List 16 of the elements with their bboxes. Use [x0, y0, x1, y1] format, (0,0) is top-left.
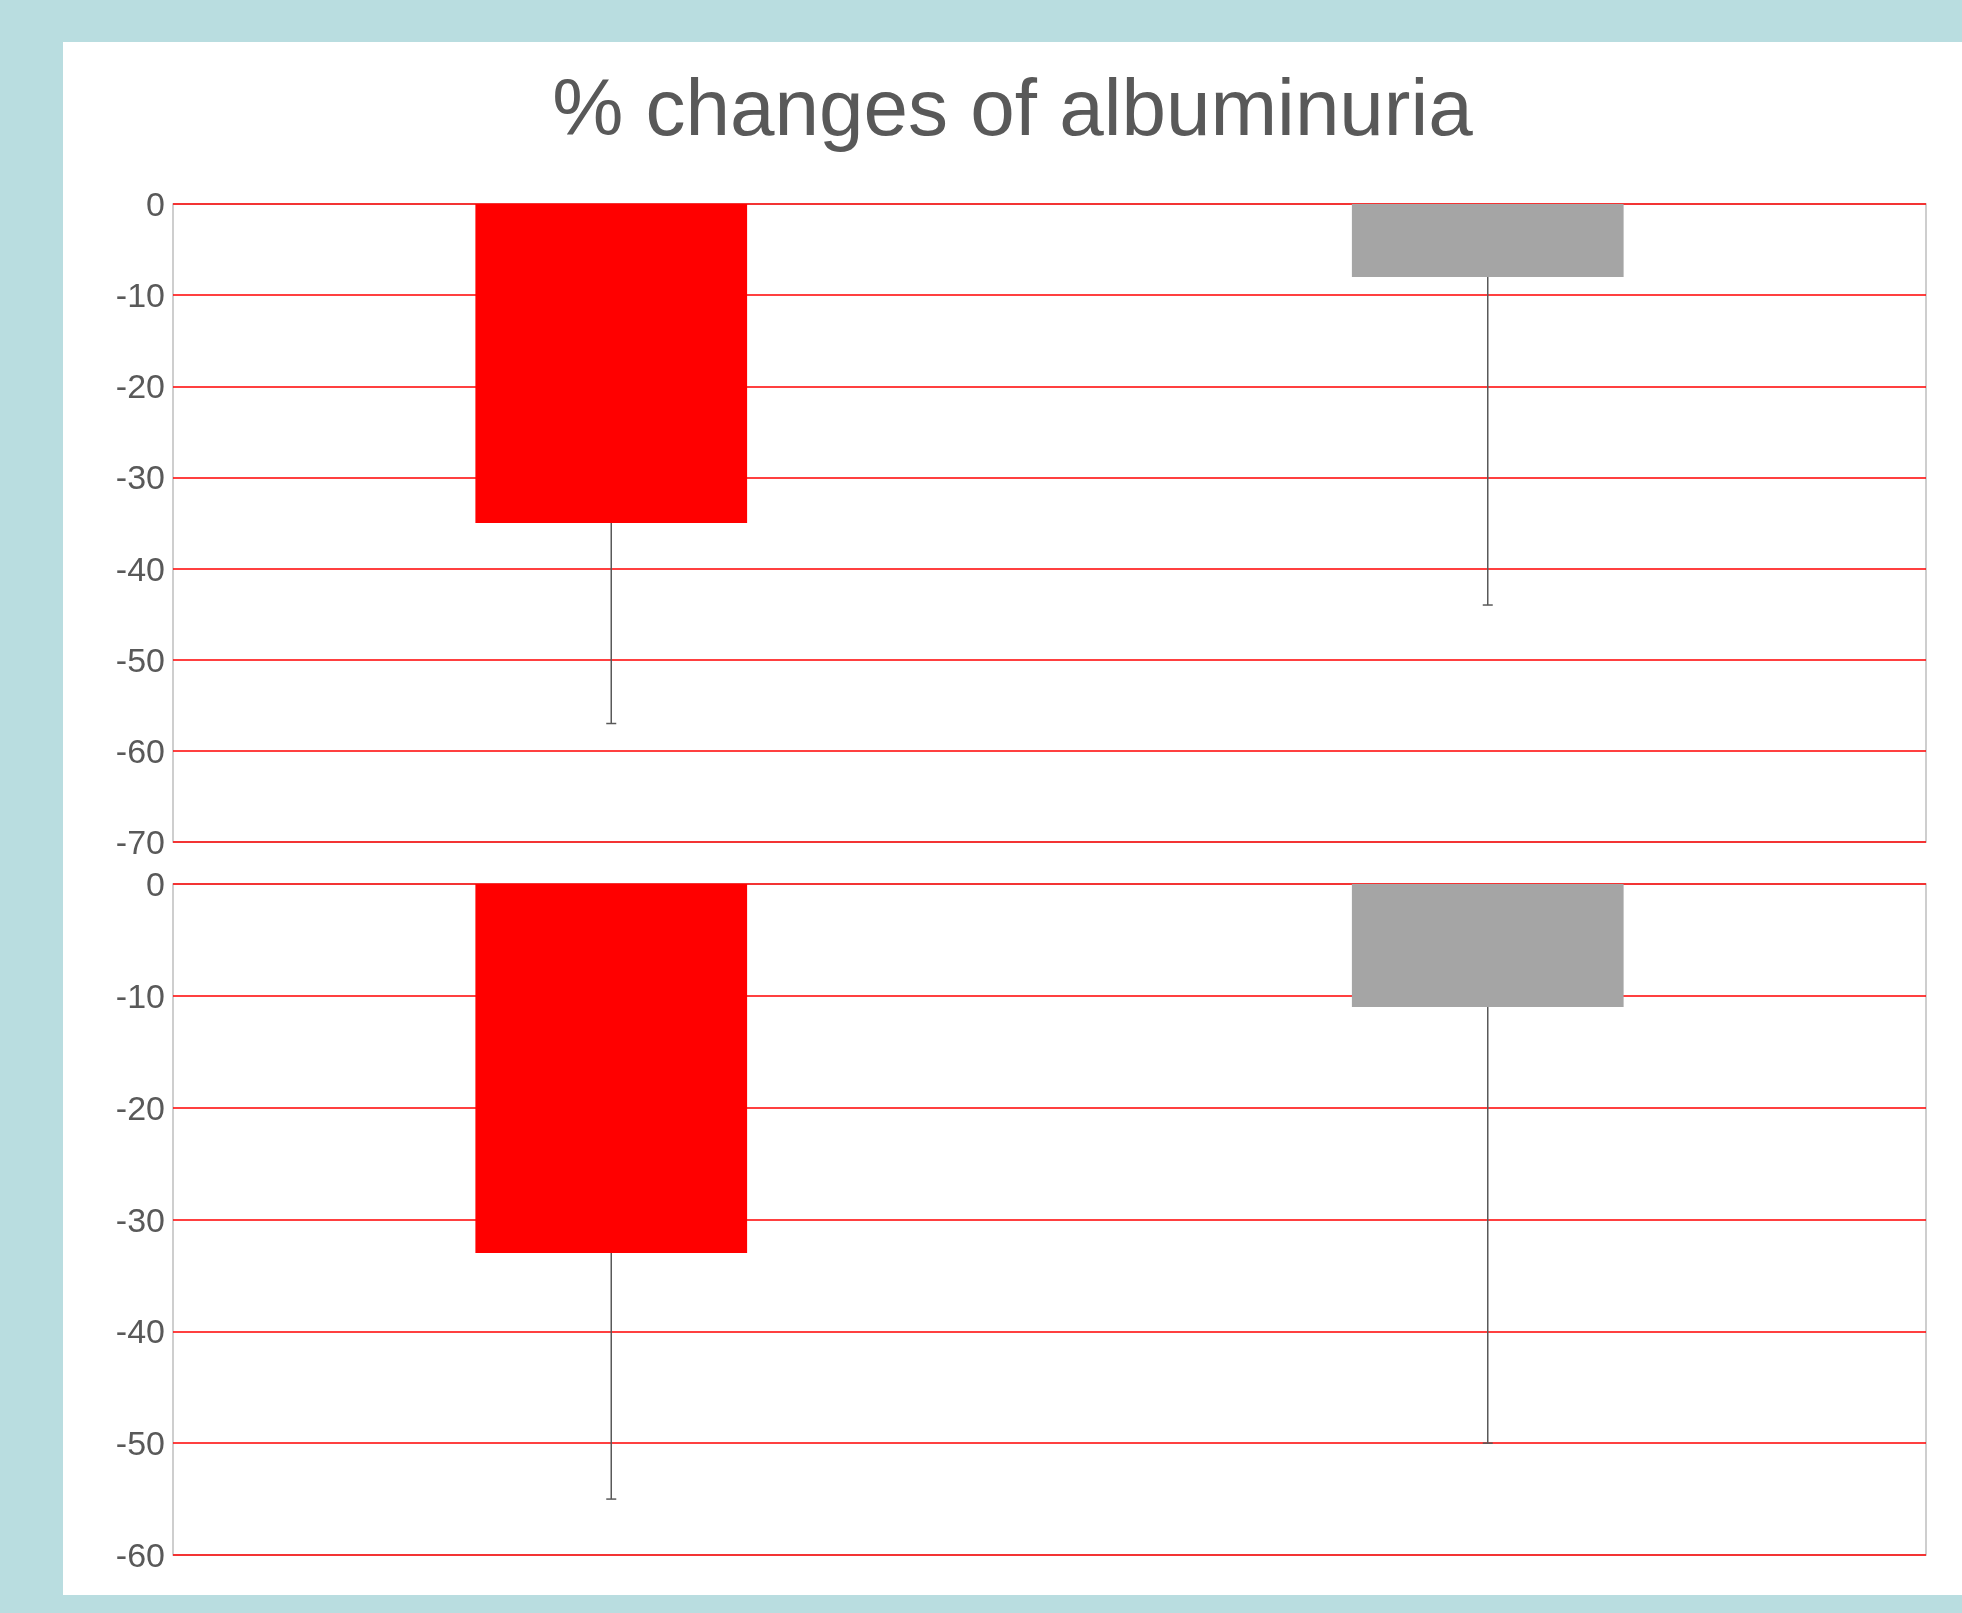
y-tick-label: 0 — [146, 865, 165, 903]
y-tick-label: -30 — [115, 1200, 165, 1239]
y-tick-label: -20 — [115, 367, 165, 406]
y-tick-label: -10 — [115, 976, 165, 1015]
y-tick-label: -40 — [115, 549, 165, 588]
y-tick-label: 0 — [146, 185, 165, 223]
y-tick-label: -70 — [115, 823, 165, 861]
y-tick-label: -50 — [115, 640, 165, 679]
y-tick-label: -10 — [115, 276, 165, 315]
y-tick-label: -40 — [115, 1312, 165, 1351]
y-tick-label: -60 — [115, 731, 165, 770]
y-tick-label: -60 — [115, 1536, 165, 1574]
y-tick-label: -50 — [115, 1424, 165, 1463]
y-tick-label: -30 — [115, 458, 165, 497]
y-tick-label: -20 — [115, 1088, 165, 1127]
chart-title: % changes of albuminuria — [551, 62, 1474, 154]
